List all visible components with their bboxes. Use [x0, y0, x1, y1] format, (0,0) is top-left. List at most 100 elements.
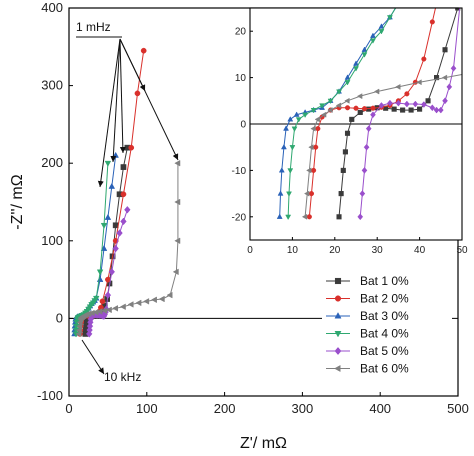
- inset-series-1-line: [338, 8, 459, 217]
- inset-y-tick-label: 10: [235, 73, 247, 84]
- inset-series-4-point: [344, 80, 351, 86]
- series-6-point: [174, 237, 181, 245]
- inset-series-4-point: [353, 66, 359, 72]
- inset-series-4-point: [285, 214, 292, 221]
- legend-item: Bat 4 0%: [326, 327, 409, 341]
- inset-series-5-point: [359, 190, 366, 197]
- inset-series-1-point: [391, 106, 397, 112]
- series-2-point: [99, 298, 106, 305]
- inset-series-3-point: [370, 32, 376, 38]
- legend-label: Bat 5 0%: [360, 344, 409, 358]
- inset-series-6-point: [468, 70, 473, 75]
- series-6-point: [158, 295, 165, 303]
- series-4-point: [92, 295, 100, 302]
- inset-series-6-point: [344, 97, 350, 104]
- inset-series-4-point: [287, 168, 294, 174]
- inset-series-6-point: [308, 144, 314, 151]
- legend-item: Bat 1 0%: [326, 274, 409, 288]
- series-6-point: [101, 307, 108, 314]
- main-data: [71, 47, 181, 338]
- inset-series-2-point: [361, 106, 368, 112]
- inset-series-3-point: [361, 46, 368, 52]
- inset-series-2-point: [429, 19, 435, 25]
- series-3-line: [73, 155, 117, 334]
- inset-series-3-line: [279, 8, 397, 217]
- inset-series-5-point: [363, 143, 370, 151]
- series-6-point: [119, 303, 126, 311]
- inset-series-2-point: [308, 191, 315, 197]
- legend-item: Bat 5 0%: [326, 344, 409, 358]
- inset-series-6-point: [335, 102, 342, 109]
- series-6-point: [135, 299, 142, 307]
- y-tick-label: -100: [37, 388, 63, 403]
- inset-series-1-point: [408, 107, 414, 113]
- inset-x-tick-label: 40: [414, 245, 426, 256]
- series-5-point: [124, 205, 131, 214]
- inset-series-6-point: [320, 111, 327, 118]
- inset-series-3-point: [378, 23, 385, 29]
- inset-series-3-point: [344, 74, 351, 80]
- series-6-point: [75, 330, 82, 338]
- series-3-point: [108, 182, 116, 189]
- inset-series-5-point: [370, 111, 376, 119]
- inset-series-6-point: [441, 74, 448, 81]
- y-tick-label: 200: [41, 155, 63, 170]
- inset-series-5-point: [412, 100, 419, 108]
- inset-series-3-point: [287, 116, 294, 122]
- inset-series-1-point: [344, 130, 351, 136]
- y-axis-label: -Z''/ mΩ: [9, 174, 26, 229]
- inset-series-5-point: [387, 99, 393, 107]
- series-4-point: [96, 269, 104, 276]
- inset-series-4-point: [327, 98, 334, 105]
- inset-series-5-point: [365, 125, 372, 133]
- series-6-point: [174, 159, 181, 167]
- inset-x-tick-label: 30: [372, 245, 384, 256]
- inset-series-4-point: [295, 117, 302, 123]
- inset-series-3-point: [280, 143, 287, 150]
- y-tick-label: 100: [41, 233, 63, 248]
- series-6-line: [78, 163, 179, 334]
- inset-y-tick-label: -20: [232, 212, 247, 223]
- inset-series-5-point: [378, 102, 385, 109]
- inset-series-5-point: [437, 106, 444, 114]
- series-2-point: [140, 47, 147, 54]
- y-tick-label: 400: [41, 0, 63, 15]
- legend-item: Bat 6 0%: [326, 362, 409, 376]
- inset-series-1-point: [400, 107, 406, 113]
- series-1-point: [120, 164, 127, 170]
- inset-series-1-point: [336, 214, 342, 220]
- inset-series-5-line: [359, 8, 461, 217]
- x-tick-label: 200: [214, 401, 236, 416]
- series-6-point: [96, 308, 103, 315]
- inset-series-5-point: [433, 106, 440, 114]
- inset-series-6-point: [356, 93, 363, 100]
- series-2-line: [79, 50, 145, 334]
- series-6-point: [150, 296, 157, 304]
- inset-series-3-point: [276, 213, 283, 219]
- inset-series-2-point: [306, 214, 312, 220]
- inset-x-tick-label: 50: [456, 245, 468, 256]
- series-4-point: [104, 160, 112, 167]
- inset-series-4-point: [319, 103, 326, 109]
- inset-series-2-point: [313, 144, 319, 150]
- series-4-point: [100, 222, 108, 229]
- inset-series-4-point: [291, 126, 298, 132]
- legend-marker: [334, 364, 341, 373]
- inset-series-4-point: [302, 112, 309, 118]
- inset-series-1-point: [366, 106, 372, 112]
- series-6-point: [76, 322, 83, 330]
- series-5-point: [108, 268, 115, 276]
- series-3-point: [96, 275, 104, 282]
- inset-x-tick-label: 10: [287, 245, 299, 256]
- series-3-point: [104, 213, 112, 220]
- x-tick-label: 100: [136, 401, 158, 416]
- inset-series-5-point: [395, 99, 402, 107]
- x-tick-label: 0: [65, 401, 72, 416]
- inset-series-4-point: [361, 52, 368, 58]
- legend-label: Bat 3 0%: [360, 309, 409, 323]
- series-2-point: [128, 144, 135, 151]
- inset-series-5-point: [450, 64, 457, 72]
- legend-marker: [334, 331, 342, 338]
- legend-box: [322, 272, 452, 381]
